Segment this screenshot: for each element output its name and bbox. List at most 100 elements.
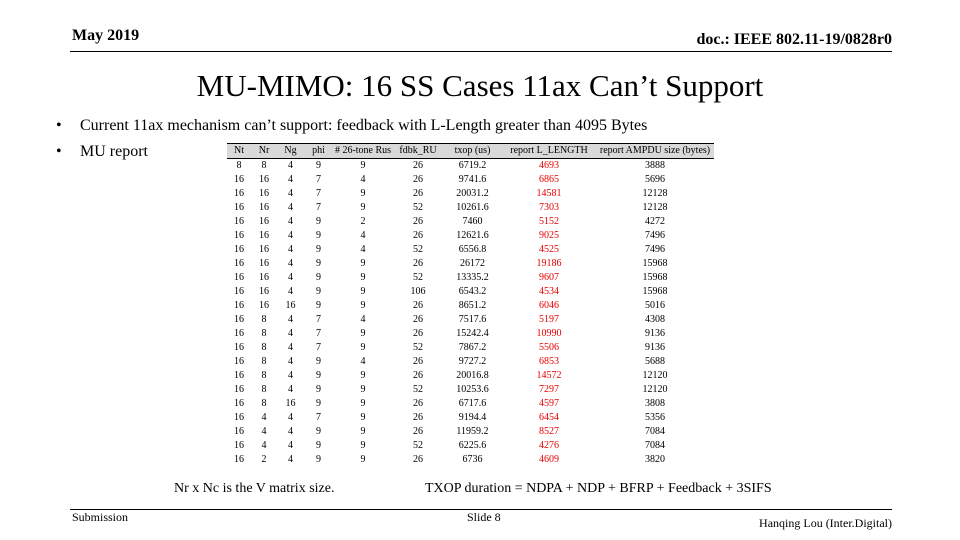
table-row: 16 4 4 9 9 26 11959.2 8527 7084 bbox=[227, 425, 714, 439]
table-cell: 7 bbox=[316, 202, 321, 213]
table-cell: 9 bbox=[316, 160, 321, 171]
txop-duration-note: TXOP duration = NDPA + NDP + BFRP + Feed… bbox=[425, 481, 772, 496]
bullet-text: MU report bbox=[80, 143, 148, 160]
table-cell: 16 bbox=[234, 342, 244, 353]
table-cell: 20016.8 bbox=[456, 370, 489, 381]
table-cell: 12621.6 bbox=[456, 230, 489, 241]
table-cell: 52 bbox=[413, 272, 423, 283]
table-cell: 10990 bbox=[536, 328, 562, 339]
table-cell: 16 bbox=[234, 398, 244, 409]
table-cell: 9741.6 bbox=[458, 174, 487, 185]
table-cell: 9 bbox=[360, 272, 366, 283]
table-cell: 4 bbox=[288, 258, 293, 269]
table-row: 16 8 4 9 9 26 20016.8 14572 12120 bbox=[227, 369, 714, 383]
table-cell: 4 bbox=[288, 174, 293, 185]
table-cell: 9 bbox=[360, 370, 366, 381]
table-cell: 4 bbox=[288, 454, 293, 465]
table-cell: 16 bbox=[234, 272, 244, 283]
table-cell: 16 bbox=[234, 328, 244, 339]
table-cell: 6736 bbox=[462, 454, 483, 465]
table-header-row: Nt Nr Ng phi # 26-tone Rus fdbk_RU txop (us) re… bbox=[227, 143, 714, 159]
table-cell: 9 bbox=[360, 188, 366, 199]
table-cell: 26 bbox=[413, 426, 423, 437]
table-cell: 11959.2 bbox=[456, 426, 489, 437]
footer-divider bbox=[70, 509, 892, 510]
feedback-cases-table: Nt Nr Ng phi # 26-tone Rus fdbk_RU txop (us) re… bbox=[227, 143, 714, 467]
table-cell: 6717.6 bbox=[458, 398, 487, 409]
table-cell: 9 bbox=[360, 160, 366, 171]
table-cell: 9 bbox=[316, 300, 321, 311]
table-cell: 7 bbox=[316, 188, 321, 199]
slide-number: Slide 8 bbox=[467, 510, 501, 524]
table-cell: 4 bbox=[288, 314, 293, 325]
table-cell: 8651.2 bbox=[458, 300, 487, 311]
table-cell: 4 bbox=[288, 370, 293, 381]
table-cell: 8 bbox=[261, 384, 267, 395]
table-cell: 9025 bbox=[539, 230, 559, 241]
table-cell: 4 bbox=[288, 356, 293, 367]
table-cell: 16 bbox=[285, 398, 296, 409]
table-cell: 9 bbox=[360, 328, 366, 339]
table-row: 16 8 4 7 9 52 7867.2 5506 9136 bbox=[227, 341, 714, 355]
table-cell: 4 bbox=[288, 426, 293, 437]
table-cell: 5152 bbox=[539, 216, 559, 227]
table-cell: 16 bbox=[234, 356, 244, 367]
table-cell: 16 bbox=[234, 440, 244, 451]
table-cell: 4 bbox=[288, 384, 293, 395]
table-cell: 16 bbox=[259, 244, 269, 255]
table-cell: 4609 bbox=[539, 454, 559, 465]
table-cell: 9 bbox=[316, 426, 321, 437]
table-cell: 26 bbox=[413, 300, 423, 311]
table-cell: 7 bbox=[316, 412, 321, 423]
table-cell: 16 bbox=[234, 188, 244, 199]
table-cell: 5016 bbox=[645, 300, 665, 311]
table-cell: 4272 bbox=[645, 216, 665, 227]
table-cell: 4 bbox=[360, 230, 366, 241]
table-cell: 16 bbox=[234, 286, 244, 297]
table-cell: 4 bbox=[360, 314, 366, 325]
column-header: phi bbox=[304, 143, 333, 159]
table-cell: 26 bbox=[413, 174, 423, 185]
table-cell: 12120 bbox=[642, 384, 668, 395]
column-header: Ng bbox=[277, 143, 304, 159]
table-cell: 4 bbox=[288, 286, 293, 297]
table-cell: 9 bbox=[316, 286, 321, 297]
table-cell: 7 bbox=[316, 314, 321, 325]
table-cell: 5506 bbox=[539, 342, 559, 353]
table-cell: 8 bbox=[261, 342, 267, 353]
table-cell: 9 bbox=[360, 426, 366, 437]
table-cell: 26 bbox=[413, 398, 423, 409]
table-cell: 7084 bbox=[645, 440, 665, 451]
bullet-dot-icon: • bbox=[56, 117, 62, 134]
table-cell: 8 bbox=[261, 370, 267, 381]
table-cell: 7 bbox=[316, 342, 321, 353]
table-cell: 3888 bbox=[645, 160, 665, 171]
table-cell: 4 bbox=[288, 160, 293, 171]
table-row: 16 8 4 9 9 52 10253.6 7297 12120 bbox=[227, 383, 714, 397]
column-header: report L_LENGTH bbox=[502, 143, 596, 159]
table-cell: 4 bbox=[261, 412, 267, 423]
table-cell: 4 bbox=[288, 216, 293, 227]
table-cell: 7 bbox=[316, 328, 321, 339]
table-cell: 9 bbox=[316, 398, 321, 409]
bullet-dot-icon: • bbox=[56, 143, 62, 160]
table-cell: 8527 bbox=[539, 426, 559, 437]
table-cell: 9136 bbox=[645, 328, 665, 339]
table-cell: 8 bbox=[261, 314, 267, 325]
table-cell: 12128 bbox=[642, 188, 668, 199]
slide-title: MU-MIMO: 16 SS Cases 11ax Can’t Support bbox=[196, 68, 764, 103]
table-row: 16 16 4 7 9 26 20031.2 14581 12128 bbox=[227, 187, 714, 201]
footer-author: Hanqing Lou (Inter.Digital) bbox=[759, 516, 892, 530]
table-cell: 9 bbox=[360, 440, 366, 451]
table-cell: 5688 bbox=[645, 356, 665, 367]
header-date: May 2019 bbox=[72, 27, 140, 44]
table-cell: 19186 bbox=[536, 258, 562, 269]
table-cell: 14581 bbox=[536, 188, 562, 199]
table-cell: 12120 bbox=[642, 370, 668, 381]
table-row: 16 8 16 9 9 26 6717.6 4597 3808 bbox=[227, 397, 714, 411]
table-cell: 7496 bbox=[645, 230, 665, 241]
table-cell: 13335.2 bbox=[456, 272, 489, 283]
table-cell: 16 bbox=[234, 202, 244, 213]
table-cell: 52 bbox=[413, 384, 423, 395]
table-cell: 16 bbox=[234, 258, 244, 269]
